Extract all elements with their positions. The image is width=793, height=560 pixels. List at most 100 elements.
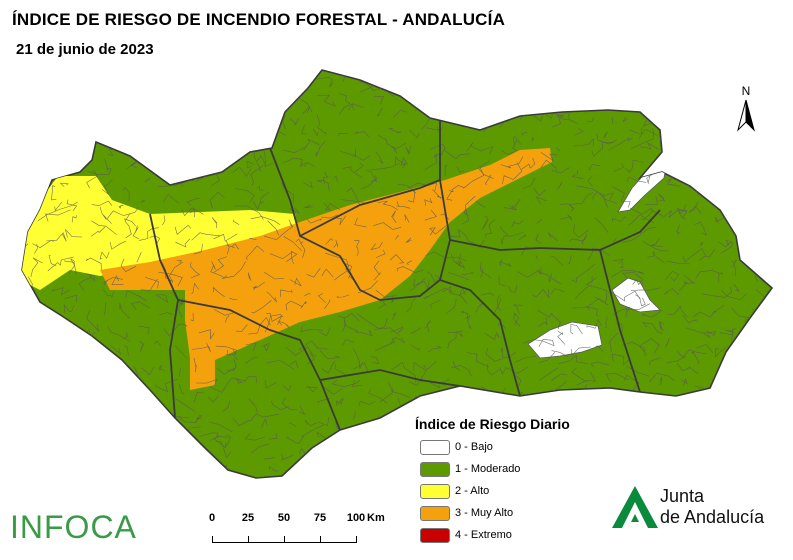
infoca-logo: INFOCA [10,509,137,545]
municipal-boundary [109,399,120,404]
municipal-boundary [176,453,194,465]
municipal-boundary [85,273,95,282]
municipal-boundary [447,272,470,281]
municipal-boundary [316,114,327,135]
municipal-boundary [392,142,406,154]
scale-tick-label-50: 50 [277,512,291,524]
municipal-boundary [345,460,354,473]
municipal-boundary [731,367,736,378]
municipal-boundary [161,169,173,179]
municipal-boundary [118,204,124,209]
municipal-boundary [295,50,299,64]
municipal-boundary [681,401,693,411]
municipal-boundary [177,145,190,154]
municipal-boundary [550,288,565,295]
municipal-boundary [676,349,707,358]
municipal-boundary [424,320,432,333]
municipal-boundary [755,440,772,453]
municipal-boundary [701,140,724,148]
municipal-boundary [109,240,127,250]
municipal-boundary [14,52,18,61]
scale-tick [320,536,321,543]
scale-tick-label-25: 25 [241,512,255,524]
municipal-boundary [177,299,186,317]
municipal-boundary [102,460,110,474]
municipal-boundary [569,70,580,71]
municipal-boundary [702,330,714,339]
municipal-boundary [733,284,740,292]
municipal-boundary [623,410,638,422]
municipal-boundary [346,187,361,205]
municipal-boundary [499,366,529,375]
municipal-boundary [571,367,588,383]
municipal-boundary [611,270,645,278]
municipal-boundary [34,243,38,254]
municipal-boundary [317,397,331,404]
municipal-boundary [572,224,589,239]
municipal-boundary [574,285,608,300]
municipal-boundary [22,395,31,404]
municipal-boundary [668,452,678,476]
municipal-boundary [725,239,732,246]
municipal-boundary [230,108,242,113]
municipal-boundary [480,399,489,418]
municipal-boundary [145,177,151,183]
municipal-boundary [608,43,628,61]
municipal-boundary [101,179,113,195]
municipal-boundary [139,341,144,352]
municipal-boundary [263,151,274,168]
municipal-boundary [32,162,43,171]
municipal-boundary [748,175,770,183]
municipal-boundary [91,226,106,237]
municipal-boundary [195,378,218,386]
municipal-boundary [585,305,599,317]
municipal-boundary [551,313,561,330]
municipal-boundary [357,313,400,336]
municipal-boundary [233,219,240,225]
municipal-boundary [250,216,281,226]
municipal-boundary [721,290,748,301]
municipal-boundary [280,87,293,100]
municipal-boundary [685,422,695,426]
municipal-boundary [501,139,518,156]
municipal-boundary [302,105,311,115]
municipal-boundary [769,363,772,370]
municipal-boundary [306,352,315,365]
municipal-boundary [22,410,28,421]
municipal-boundary [90,128,97,138]
municipal-boundary [318,416,329,426]
municipal-boundary [533,187,547,197]
municipal-boundary [185,131,193,139]
municipal-boundary [444,149,471,160]
municipal-boundary [571,263,596,283]
municipal-boundary [22,369,54,388]
municipal-boundary [557,181,563,190]
municipal-boundary [377,200,398,210]
municipal-boundary [187,92,196,99]
municipal-boundary [177,93,200,103]
junta-text-line2: de Andalucía [660,507,765,527]
municipal-boundary [487,83,505,99]
municipal-boundary [208,109,220,113]
municipal-boundary [354,217,367,228]
municipal-boundary [665,271,680,282]
municipal-boundary [266,70,268,77]
municipal-boundary [475,200,486,208]
municipal-boundary [517,80,530,105]
municipal-boundary [685,45,697,55]
municipal-boundary [444,164,448,176]
municipal-boundary [370,163,400,170]
municipal-boundary [87,437,103,444]
municipal-boundary [604,81,618,92]
municipal-boundary [104,109,114,134]
municipal-boundary [127,70,149,76]
municipal-boundary [551,167,570,174]
municipal-boundary [658,82,680,98]
municipal-boundary [157,129,167,135]
municipal-boundary [193,114,206,125]
municipal-boundary [157,452,177,460]
municipal-boundary [133,459,139,471]
municipal-boundary [177,323,188,327]
municipal-boundary [411,327,422,334]
municipal-boundary [573,99,585,111]
